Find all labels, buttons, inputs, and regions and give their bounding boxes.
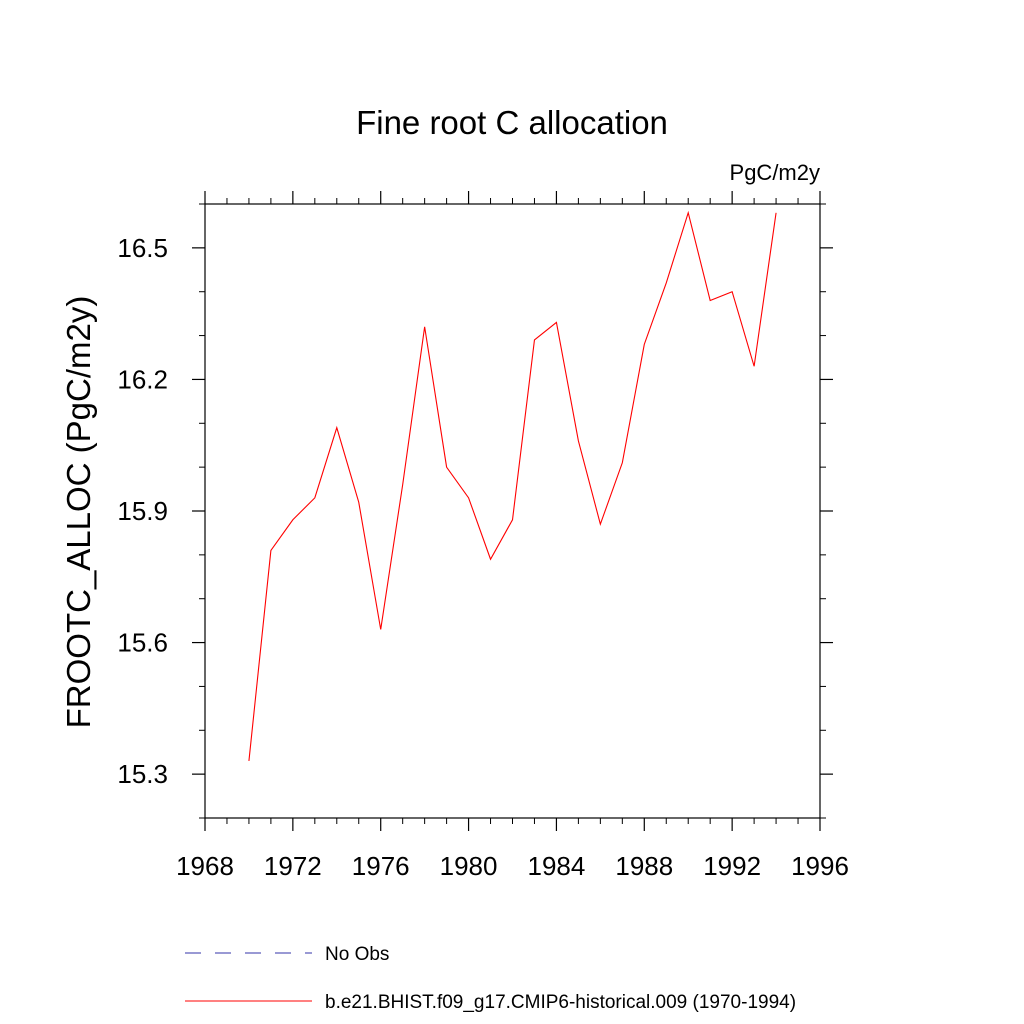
legend-label: No Obs: [325, 944, 389, 965]
y-tick-label: 15.9: [117, 496, 168, 526]
y-tick-label: 16.2: [117, 364, 168, 394]
axis-tick-labels: 1968 1972 1976 1980 1984 1988 1992 1996 15.3 15.6…: [117, 233, 849, 881]
x-tick-label: 1980: [440, 851, 498, 881]
x-tick-label: 1968: [176, 851, 234, 881]
y-tick-label: 15.6: [117, 628, 168, 658]
plot-frame: [204, 203, 821, 819]
x-tick-label: 1972: [264, 851, 322, 881]
series-line: [248, 210, 777, 762]
axis-ticks: [192, 191, 833, 831]
y-axis-label: FROOTC_ALLOC (PgC/m2y): [60, 296, 97, 729]
chart-title: Fine root C allocation: [356, 104, 668, 141]
x-tick-label: 1984: [528, 851, 586, 881]
series-lines: [248, 210, 777, 762]
x-tick-label: 1996: [791, 851, 849, 881]
y-tick-label: 15.3: [117, 759, 168, 789]
x-tick-label: 1992: [703, 851, 761, 881]
x-tick-label: 1988: [615, 851, 673, 881]
y-tick-label: 16.5: [117, 233, 168, 263]
legend: No Obs b.e21.BHIST.f09_g17.CMIP6-historic…: [185, 944, 796, 1013]
units-label: PgC/m2y: [730, 160, 820, 185]
legend-label: b.e21.BHIST.f09_g17.CMIP6-historical.009…: [325, 992, 796, 1013]
x-tick-label: 1976: [352, 851, 410, 881]
